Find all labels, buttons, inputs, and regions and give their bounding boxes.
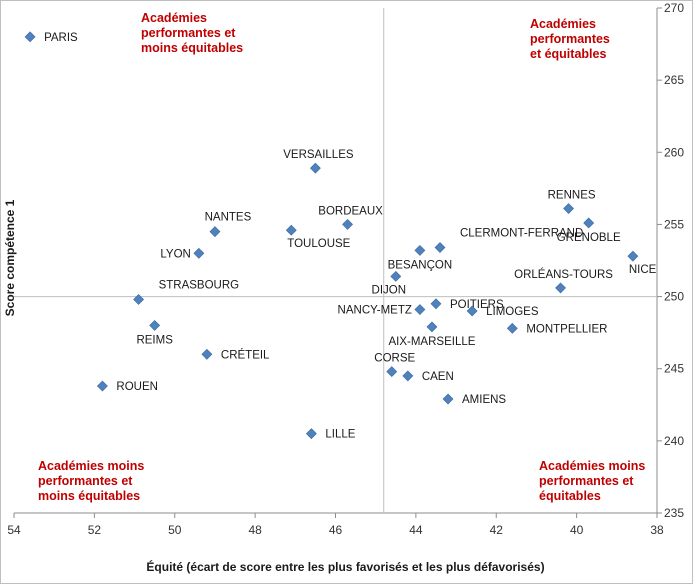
- x-tick-label: 48: [248, 523, 262, 537]
- data-label: NANCY-METZ: [338, 305, 412, 317]
- data-point-orléans-tours: [555, 282, 566, 294]
- y-tick-label: 265: [664, 73, 684, 87]
- data-label: GRENOBLE: [557, 232, 621, 244]
- data-point-toulouse: [285, 224, 297, 236]
- data-point-rouen: [96, 380, 108, 392]
- quadrant-label-top-right: performantes: [530, 32, 610, 46]
- data-point-clermont-ferrand: [434, 242, 446, 253]
- y-tick-label: 270: [664, 1, 684, 15]
- data-label: LILLE: [325, 429, 355, 441]
- data-point-grenoble: [583, 217, 595, 229]
- data-point-versailles: [309, 162, 321, 174]
- y-tick-label: 250: [664, 290, 684, 304]
- data-label: LYON: [160, 248, 190, 260]
- data-point-caen: [402, 370, 414, 382]
- data-label: NANTES: [205, 212, 252, 224]
- quadrant-label-bottom-right: Académies moins: [539, 459, 645, 473]
- data-point-créteil: [201, 348, 213, 360]
- data-point-limoges: [466, 305, 478, 317]
- data-label: PARIS: [44, 32, 78, 44]
- x-tick-label: 42: [490, 523, 504, 537]
- x-tick-label: 44: [409, 523, 423, 537]
- quadrant-label-top-left: performantes et: [141, 26, 236, 40]
- data-label: LIMOGES: [486, 306, 539, 318]
- data-point-nice: [627, 250, 639, 262]
- quadrant-label-top-left: moins équitables: [141, 41, 243, 55]
- quadrant-label-top-left: Académies: [141, 11, 207, 25]
- quadrant-label-bottom-right: équitables: [539, 489, 601, 503]
- x-tick-label: 38: [650, 523, 664, 537]
- data-label: CORSE: [374, 353, 415, 365]
- data-label: CRÉTEIL: [221, 348, 270, 361]
- data-point-reims: [149, 320, 161, 331]
- data-label: BORDEAUX: [318, 205, 383, 217]
- data-label: CLERMONT-FERRAND: [460, 228, 583, 240]
- data-point-amiens: [442, 393, 454, 405]
- data-label: TOULOUSE: [287, 238, 350, 250]
- data-label: AMIENS: [462, 394, 506, 406]
- data-point-aix-marseille: [426, 321, 438, 333]
- y-axis-title: Score compétence 1: [3, 199, 17, 316]
- x-tick-label: 50: [168, 523, 182, 537]
- x-tick-label: 54: [7, 523, 21, 537]
- x-axis-title: Équité (écart de score entre les plus fa…: [146, 559, 544, 574]
- x-tick-label: 40: [570, 523, 584, 537]
- data-point-strasbourg: [133, 294, 145, 305]
- y-tick-label: 260: [664, 145, 684, 159]
- quadrant-label-top-right: et équitables: [530, 47, 606, 61]
- data-point-corse: [386, 366, 398, 378]
- data-point-paris: [24, 31, 36, 43]
- data-point-rennes: [563, 203, 575, 214]
- quadrant-label-top-right: Académies: [530, 17, 596, 31]
- data-label: MONTPELLIER: [526, 323, 607, 335]
- data-label: RENNES: [548, 190, 596, 202]
- data-label: DIJON: [372, 284, 407, 296]
- quadrant-label-bottom-left: moins équitables: [38, 489, 140, 503]
- data-point-besançon: [414, 244, 426, 256]
- data-point-nantes: [209, 226, 221, 238]
- quadrant-label-bottom-left: performantes et: [38, 474, 133, 488]
- data-label: NICE: [629, 264, 657, 276]
- data-label: ROUEN: [116, 381, 158, 393]
- data-label: BESANÇON: [388, 259, 453, 271]
- data-label: VERSAILLES: [283, 149, 354, 161]
- y-tick-label: 235: [664, 506, 684, 520]
- data-label: POITIERS: [450, 299, 504, 311]
- y-tick-label: 240: [664, 434, 684, 448]
- data-point-bordeaux: [342, 219, 353, 230]
- data-point-poitiers: [430, 298, 442, 310]
- data-point-lille: [305, 428, 317, 440]
- quadrant-label-bottom-right: performantes et: [539, 474, 634, 488]
- data-point-lyon: [193, 247, 205, 259]
- data-label: STRASBOURG: [159, 279, 240, 291]
- data-point-nancy-metz: [414, 304, 426, 315]
- data-point-dijon: [390, 270, 402, 282]
- data-label: AIX-MARSEILLE: [388, 336, 475, 348]
- quadrant-label-bottom-left: Académies moins: [38, 459, 144, 473]
- data-point-montpellier: [506, 322, 518, 334]
- y-tick-label: 255: [664, 217, 684, 231]
- data-label: CAEN: [422, 371, 454, 383]
- x-tick-label: 46: [329, 523, 343, 537]
- x-tick-label: 52: [88, 523, 102, 537]
- data-label: REIMS: [136, 334, 173, 346]
- y-tick-label: 245: [664, 362, 684, 376]
- data-label: ORLÉANS-TOURS: [514, 268, 613, 281]
